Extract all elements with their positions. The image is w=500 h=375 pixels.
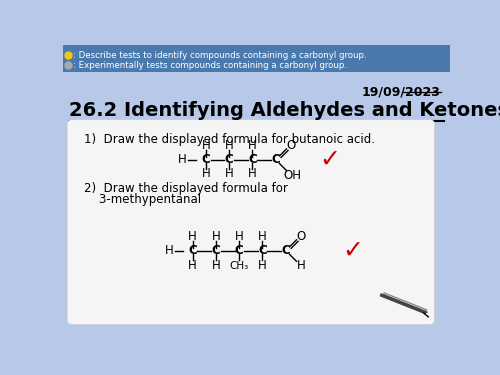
Text: 3-methypentanal: 3-methypentanal <box>84 193 202 206</box>
Text: C: C <box>212 244 220 257</box>
Text: O: O <box>286 140 296 152</box>
Text: H: H <box>225 140 234 152</box>
Text: H: H <box>212 230 220 243</box>
Text: C: C <box>202 153 210 166</box>
Text: OH: OH <box>284 169 302 182</box>
Text: ✓: ✓ <box>342 238 363 262</box>
Text: H: H <box>258 230 267 243</box>
Text: 19/09/2023: 19/09/2023 <box>362 85 440 98</box>
Text: C: C <box>248 153 257 166</box>
Text: H: H <box>248 167 257 180</box>
Text: C: C <box>235 244 244 257</box>
Text: C: C <box>258 244 267 257</box>
Text: 26.2 Identifying Aldehydes and Ketones: 26.2 Identifying Aldehydes and Ketones <box>68 101 500 120</box>
Text: C: C <box>282 244 290 257</box>
Text: H: H <box>202 140 210 152</box>
Text: 2)  Draw the displayed formula for: 2) Draw the displayed formula for <box>84 182 288 195</box>
Text: H: H <box>202 167 210 180</box>
Text: H: H <box>178 153 187 166</box>
Text: ✓: ✓ <box>320 148 340 172</box>
Text: : Describe tests to identify compounds containing a carbonyl group.: : Describe tests to identify compounds c… <box>72 51 366 60</box>
Text: CH₃: CH₃ <box>230 261 249 271</box>
FancyBboxPatch shape <box>67 120 434 324</box>
Text: H: H <box>225 167 234 180</box>
Text: H: H <box>188 260 197 273</box>
Text: H: H <box>235 230 244 243</box>
Text: H: H <box>258 260 267 273</box>
Text: C: C <box>271 153 280 166</box>
Text: H: H <box>165 244 174 257</box>
Text: 1)  Draw the displayed formula for butanoic acid.: 1) Draw the displayed formula for butano… <box>84 133 375 146</box>
Text: H: H <box>248 140 257 152</box>
Text: H: H <box>212 260 220 273</box>
Text: O: O <box>296 230 306 243</box>
Text: C: C <box>188 244 197 257</box>
Text: H: H <box>188 230 197 243</box>
Text: : Experimentally tests compounds containing a carbonyl group.: : Experimentally tests compounds contain… <box>72 60 346 69</box>
Text: H: H <box>297 260 306 273</box>
Text: C: C <box>225 153 234 166</box>
FancyBboxPatch shape <box>62 45 450 72</box>
